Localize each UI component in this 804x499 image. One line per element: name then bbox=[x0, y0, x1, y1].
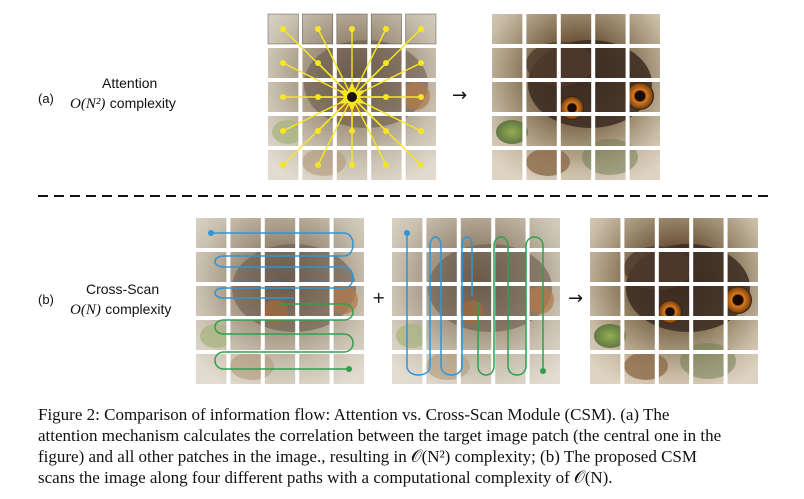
attention-input-grid bbox=[264, 10, 440, 184]
attention-arrow: → bbox=[452, 85, 468, 106]
part-b-marker: (b) bbox=[38, 292, 54, 307]
scan-path-row-forward bbox=[211, 232, 354, 299]
part-b-complexity-math: O(N) bbox=[70, 302, 101, 318]
part-b-title: Cross-Scan bbox=[86, 281, 160, 297]
cross-scan-arrow: → bbox=[568, 288, 584, 309]
target-patch-burst bbox=[338, 82, 366, 112]
part-b-complexity: O(N) complexity bbox=[70, 301, 171, 319]
plus-sign: + bbox=[372, 288, 386, 307]
part-a-marker: (a) bbox=[38, 91, 54, 106]
cross-scan-output-grid bbox=[586, 214, 762, 388]
horizontal-scan-grid bbox=[192, 214, 368, 388]
part-a-complexity-math: O(N²) bbox=[70, 96, 106, 112]
scan-path-column-forward bbox=[406, 233, 473, 376]
caption-line-1: Figure 2: Comparison of information flow… bbox=[38, 405, 670, 424]
scan-path-column-backward bbox=[477, 236, 544, 376]
scan-path-row-backward bbox=[214, 303, 354, 370]
part-a-complexity: O(N²) complexity bbox=[70, 95, 176, 113]
caption-line-4: scans the image along four different pat… bbox=[38, 468, 613, 487]
part-a-complexity-word: complexity bbox=[109, 95, 176, 111]
part-a-title: Attention bbox=[102, 75, 158, 91]
attention-output-grid bbox=[488, 10, 664, 184]
caption-line-3: figure) and all other patches in the ima… bbox=[38, 447, 697, 466]
caption-line-2: attention mechanism calculates the corre… bbox=[38, 426, 722, 445]
part-b-complexity-word: complexity bbox=[105, 301, 172, 317]
vertical-scan-grid bbox=[388, 214, 564, 388]
figure-caption: Figure 2: Comparison of information flow… bbox=[38, 404, 768, 488]
